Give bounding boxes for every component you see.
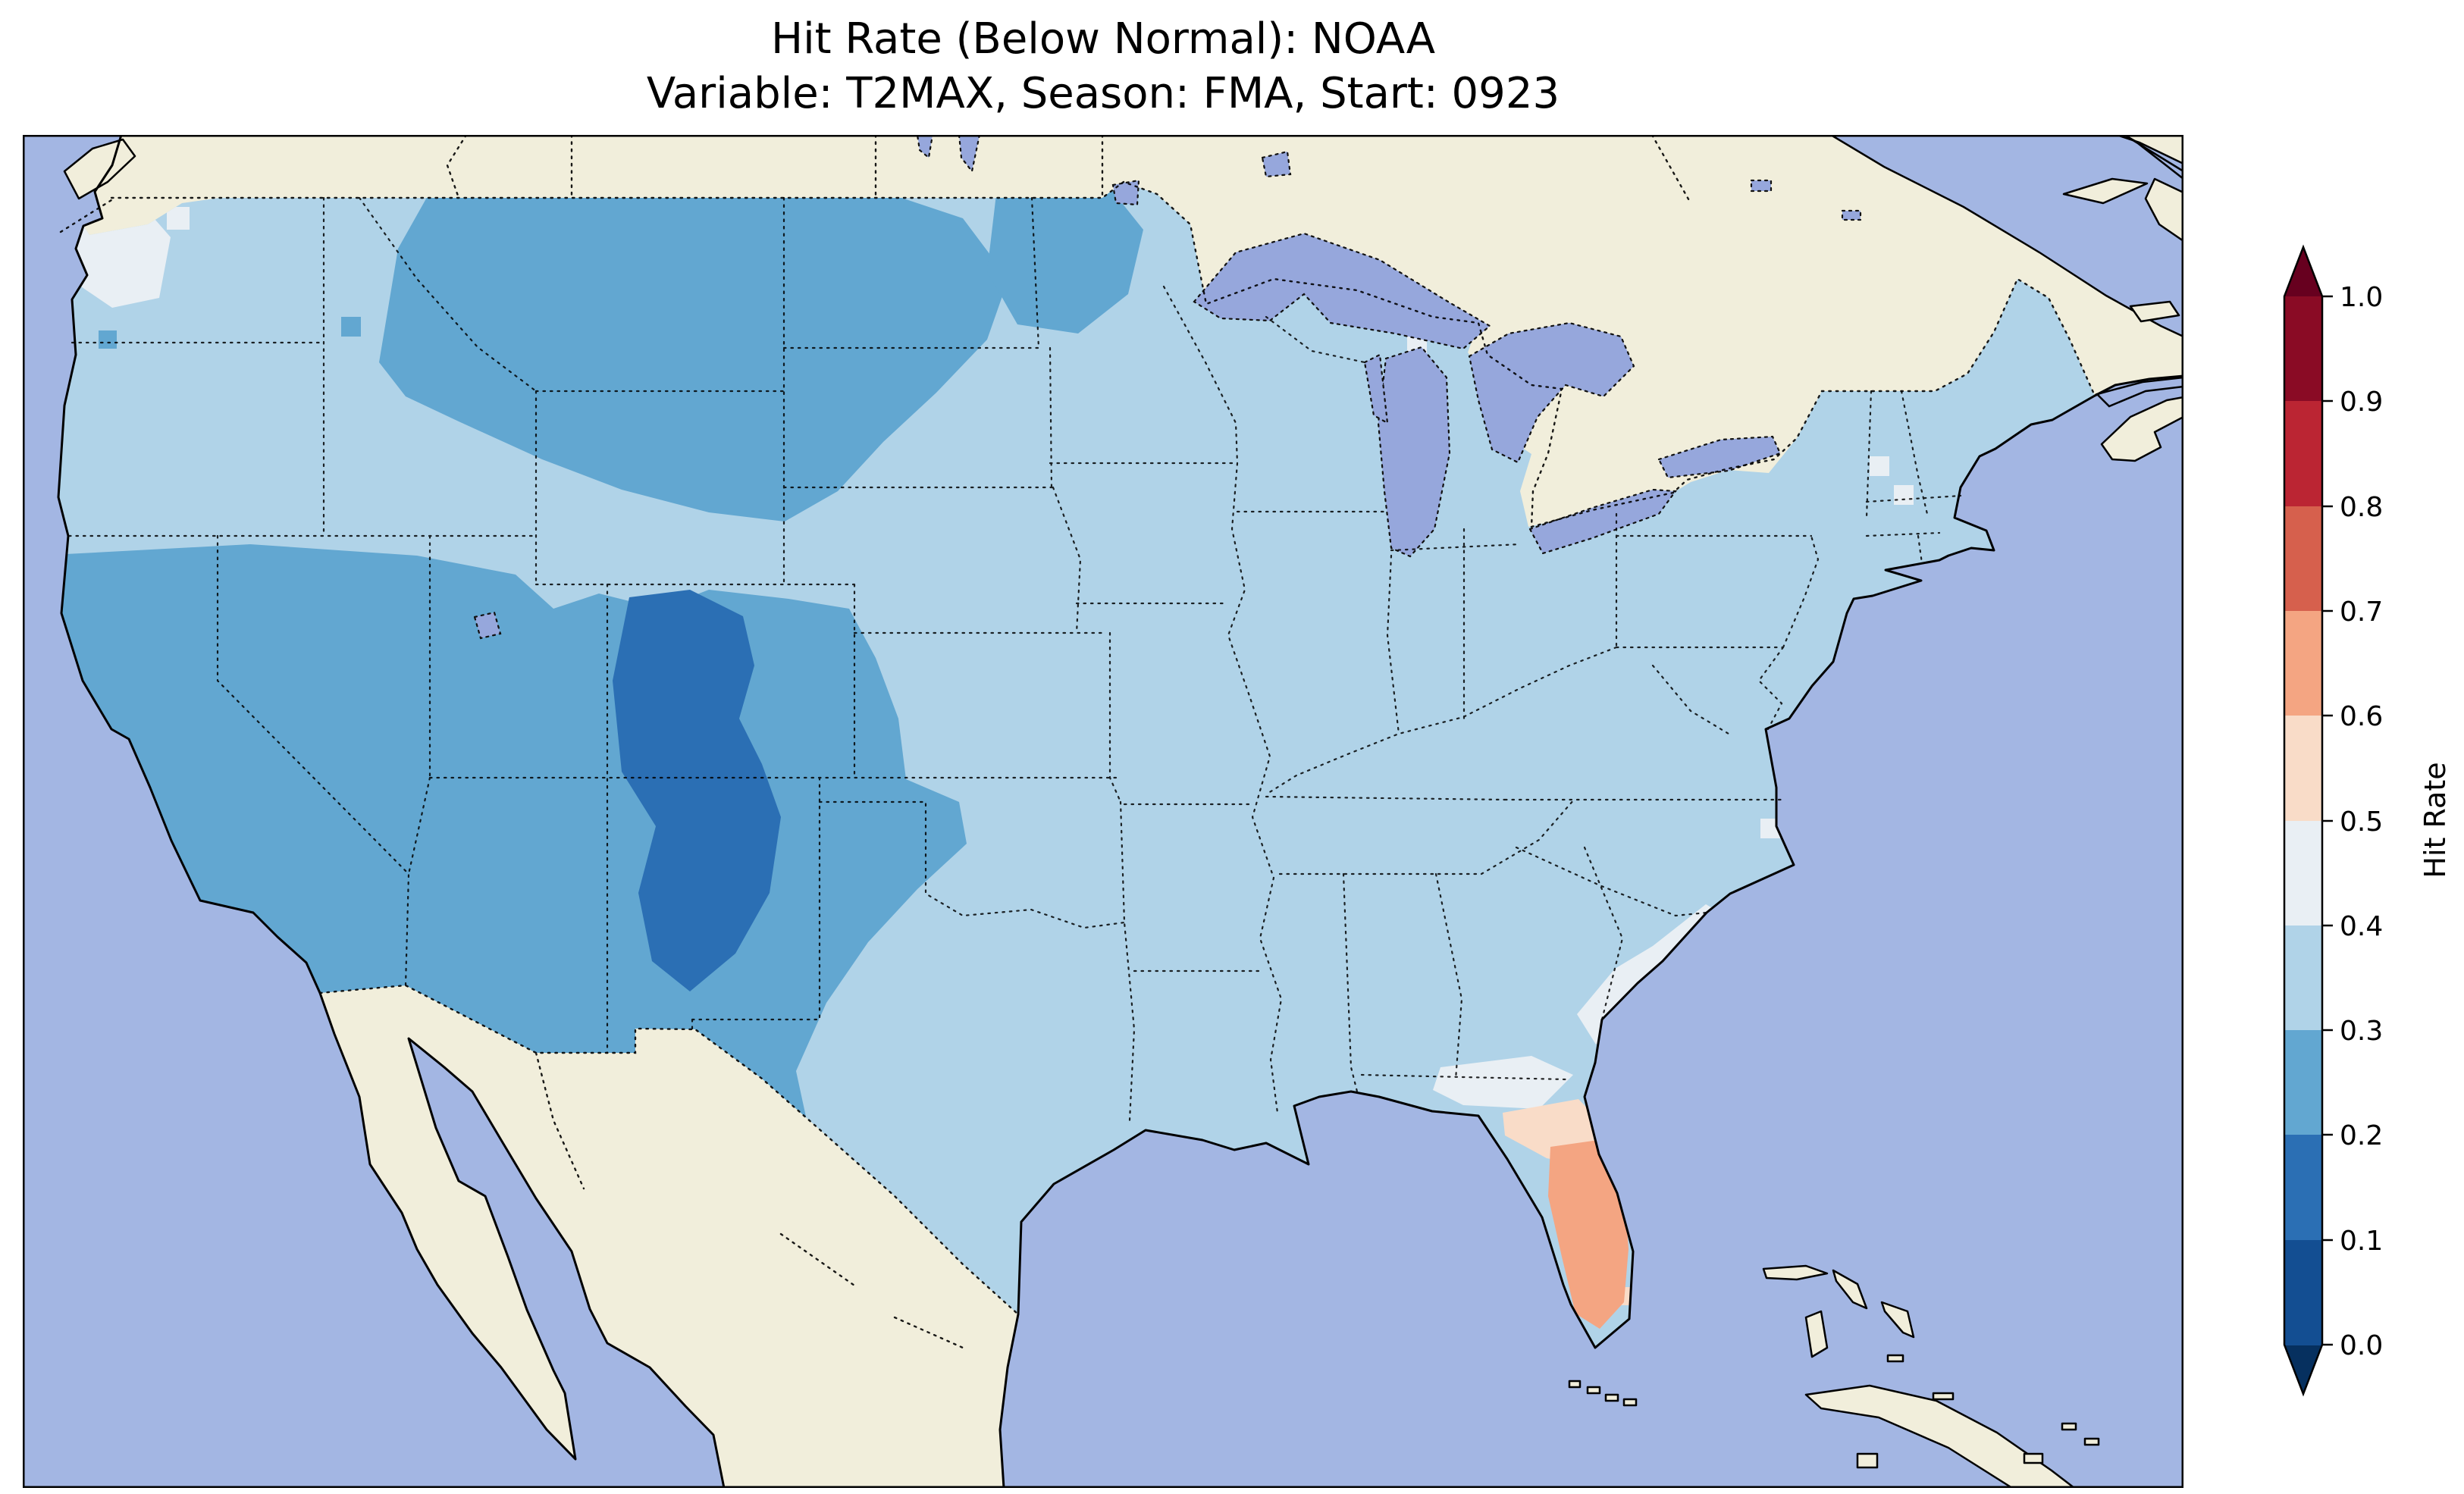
colorbar-tick-label: 0.0: [2340, 1330, 2383, 1361]
region-south-alabama-georgia-mid: [1433, 1056, 1573, 1109]
lake-winnipeg-tip: [958, 135, 981, 174]
stray-cell: [472, 484, 491, 503]
stray-cell: [1894, 485, 1914, 505]
chart-subtitle: Variable: T2MAX, Season: FMA, Start: 092…: [646, 68, 1560, 118]
stray-cell: [99, 330, 117, 349]
florida-key: [1604, 1393, 1619, 1402]
colorbar-tick-label: 0.2: [2340, 1120, 2383, 1151]
great-inagua: [2023, 1452, 2044, 1464]
stray-cell: [341, 317, 361, 337]
colorbar-segment: [2284, 716, 2322, 821]
florida-key: [1622, 1398, 1638, 1407]
lakes-layer: [473, 135, 1862, 640]
colorbar-segment: [2284, 926, 2322, 1031]
stray-cell: [167, 207, 190, 230]
green-bay: [1363, 353, 1389, 424]
chart-title: Hit Rate (Below Normal): NOAA: [770, 14, 1436, 64]
colorbar-tick-label: 0.6: [2340, 701, 2383, 732]
islands-layer: [63, 138, 2183, 1488]
colorbar-tick-label: 0.1: [2340, 1226, 2383, 1257]
colorbar: 1.0 0.9 0.8 0.7 0.6 0.5 0.4 0.3 0.2 0.1 …: [2274, 243, 2464, 1425]
colorbar-tick-label: 0.5: [2340, 807, 2383, 838]
colorbar-tick-label: 1.0: [2340, 282, 2383, 313]
state-borders: [67, 196, 1962, 1122]
quebec-lake: [1841, 209, 1862, 221]
cuba: [1804, 1384, 2076, 1488]
strait-of-belle-isle: [2124, 135, 2183, 180]
lake-superior: [1193, 232, 1491, 350]
regions-rate-01-02: [613, 590, 781, 991]
vancouver-island: [63, 138, 136, 200]
nova-scotia: [2100, 396, 2183, 462]
bay-of-fundy: [2095, 376, 2183, 408]
colorbar-segments: [2284, 296, 2322, 1345]
region-rockies-lowest: [613, 590, 781, 991]
lake-of-the-woods: [1111, 179, 1140, 206]
colorbar-segment: [2284, 1135, 2322, 1240]
turks-island: [2061, 1422, 2077, 1431]
abaco: [1832, 1269, 1868, 1310]
colorbar-segment: [2284, 296, 2322, 402]
florida-key: [1568, 1380, 1582, 1389]
anticosti-island: [2062, 177, 2149, 205]
region-florida-peninsula-high: [1548, 1139, 1629, 1329]
colorbar-tick-label: 0.9: [2340, 387, 2383, 418]
lake-erie: [1528, 488, 1678, 555]
exuma: [1886, 1354, 1904, 1363]
lake-michigan: [1377, 346, 1451, 558]
colorbar-svg: 1.0 0.9 0.8 0.7 0.6 0.5 0.4 0.3 0.2 0.1 …: [2283, 244, 2452, 1397]
isle-of-youth: [1856, 1452, 1879, 1469]
colorbar-segment: [2284, 1240, 2322, 1345]
lake-ontario: [1657, 435, 1782, 479]
newfoundland-coast: [2144, 177, 2183, 243]
great-salt-lake: [473, 611, 502, 640]
us-hit-rate-map: [23, 135, 2183, 1488]
grand-bahama: [1762, 1264, 1829, 1281]
prince-edward-island: [2129, 300, 2180, 323]
colorbar-segment: [2284, 821, 2322, 926]
colorbar-over-arrow: [2284, 247, 2322, 296]
stray-cell: [1870, 456, 1889, 476]
turks-island: [2083, 1437, 2100, 1446]
colorbar-title: Hit Rate: [2419, 762, 2452, 878]
colorbar-tick-label: 0.4: [2340, 911, 2383, 942]
colorbar-segment: [2284, 506, 2322, 612]
map-axes: [23, 135, 2183, 1488]
long-island-bahamas: [1932, 1392, 1955, 1401]
national-borders: [59, 135, 2096, 1349]
region-north-minnesota-low: [987, 184, 1143, 334]
andros: [1804, 1310, 1829, 1358]
figure-title-block: Hit Rate (Below Normal): NOAA Variable: …: [0, 12, 2206, 121]
colorbar-under-arrow: [2284, 1345, 2322, 1394]
colorbar-ticks: [2322, 295, 2333, 1346]
eleuthera: [1880, 1301, 1915, 1339]
colorbar-segment: [2284, 1030, 2322, 1135]
lake-nipigon: [1261, 150, 1292, 178]
lake-manitoba-tip: [916, 135, 934, 160]
regions-rate-03-04-cells: [472, 484, 491, 503]
colorbar-tick-label: 0.7: [2340, 597, 2383, 628]
regions-rate-06-07: [1548, 1139, 1629, 1329]
colorbar-tick-label: 0.3: [2340, 1016, 2383, 1047]
lake-huron: [1468, 321, 1635, 464]
colorbar-tick-labels: 1.0 0.9 0.8 0.7 0.6 0.5 0.4 0.3 0.2 0.1 …: [2340, 282, 2383, 1361]
colorbar-segment: [2284, 401, 2322, 506]
colorbar-segment: [2284, 611, 2322, 716]
colorbar-tick-label: 0.8: [2340, 492, 2383, 523]
florida-key: [1586, 1386, 1601, 1395]
quebec-lake: [1750, 179, 1773, 193]
